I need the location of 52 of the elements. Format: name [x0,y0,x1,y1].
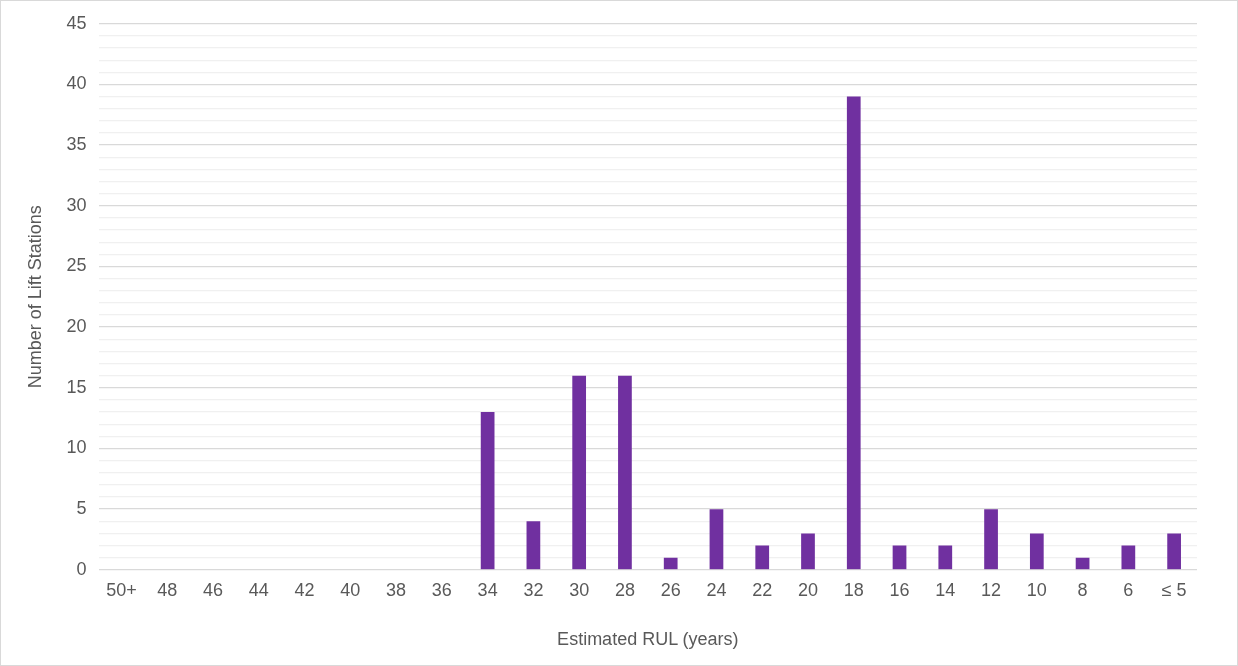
bar [709,509,724,570]
x-tick-label: 48 [157,579,178,600]
bar [846,96,861,570]
x-tick-label: 10 [1026,579,1047,600]
x-tick-label: 46 [203,579,224,600]
x-tick-label: 42 [294,579,315,600]
x-tick-label: 44 [248,579,269,600]
y-axis-title: Number of Lift Stations [24,205,45,389]
y-tick-label: 15 [66,376,87,397]
bar [801,533,815,570]
bar [938,545,953,570]
x-tick-label: 34 [477,579,498,600]
y-tick-label: 30 [66,194,87,215]
bar [480,412,495,570]
bar [572,375,587,570]
x-tick-label: 24 [706,579,727,600]
bar [618,375,632,570]
x-tick-label: 32 [523,579,544,600]
y-tick-label: 35 [66,134,87,155]
x-tick-label: 50+ [106,579,137,600]
x-tick-label: 28 [614,579,635,600]
bar [1075,557,1090,570]
x-tick-label: 6 [1123,579,1134,600]
y-tick-label: 0 [76,558,87,579]
bar [663,557,678,570]
bar [1167,533,1181,570]
bar [892,545,907,570]
bar [755,545,770,570]
bar [1029,533,1044,570]
x-tick-label: 22 [752,579,773,600]
y-tick-label: 40 [66,73,87,94]
x-tick-label: 26 [660,579,681,600]
y-tick-label: 10 [66,437,87,458]
x-axis-title: Estimated RUL (years) [557,629,739,650]
x-tick-label: 38 [386,579,407,600]
x-tick-label: 16 [889,579,910,600]
x-tick-label: ≤ 5 [1161,579,1187,600]
x-tick-label: 18 [843,579,864,600]
bar [526,521,541,570]
x-tick-label: 30 [569,579,590,600]
bar [984,509,998,570]
y-tick-label: 5 [76,498,87,519]
y-tick-label: 20 [66,316,87,337]
x-tick-label: 36 [431,579,452,600]
x-tick-label: 20 [797,579,819,600]
y-tick-label: 45 [66,12,87,33]
x-tick-label: 12 [981,579,1002,600]
bar [1121,545,1136,570]
y-tick-label: 25 [66,255,87,276]
x-tick-label: 8 [1077,579,1088,600]
x-tick-label: 40 [340,579,361,600]
x-tick-label: 14 [935,579,956,600]
